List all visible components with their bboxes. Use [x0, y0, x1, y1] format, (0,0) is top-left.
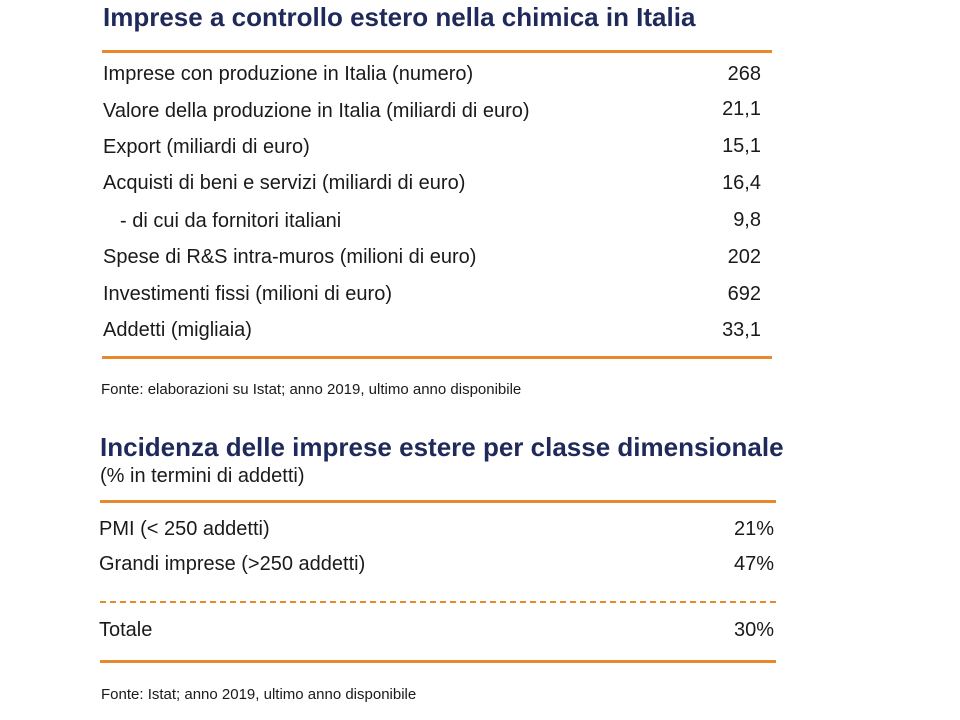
table1-row-label: Valore della produzione in Italia (milia… [103, 100, 530, 122]
table2-source: Fonte: Istat; anno 2019, ultimo anno dis… [101, 686, 417, 703]
table1-row-value: 692 [727, 283, 761, 305]
table1-row-value: 202 [727, 246, 761, 268]
table2-row-value: 47% [733, 553, 774, 575]
table2-subtitle: (% in termini di addetti) [100, 465, 305, 487]
table2-top-rule [100, 500, 776, 503]
table2-row-value: 21% [733, 518, 774, 540]
table2-row-label: Grandi imprese (>250 addetti) [99, 553, 366, 575]
table1-title: Imprese a controllo estero nella chimica… [103, 2, 696, 32]
table1-row-value: 268 [727, 63, 761, 85]
table1-row-label: Addetti (migliaia) [103, 319, 252, 341]
table1-row-value: 9,8 [733, 209, 761, 231]
table1-row-label: Investimenti fissi (milioni di euro) [103, 283, 392, 305]
table1-row-value: 21,1 [722, 98, 761, 120]
table1-source: Fonte: elaborazioni su Istat; anno 2019,… [101, 381, 522, 398]
table2-total-value: 30% [733, 619, 774, 641]
table2-row-label: PMI (< 250 addetti) [99, 518, 270, 540]
table1-row-label: - di cui da fornitori italiani [120, 210, 342, 232]
table1-row-label: Acquisti di beni e servizi (miliardi di … [103, 172, 466, 194]
table1-row-label: Export (miliardi di euro) [103, 136, 310, 158]
table1-row-value: 16,4 [722, 172, 761, 194]
table2-dashed-rule [100, 601, 776, 603]
table2-title: Incidenza delle imprese estere per class… [100, 432, 784, 462]
table1-row-value: 15,1 [722, 135, 761, 157]
table2-total-label: Totale [99, 619, 153, 641]
table1-row-label: Imprese con produzione in Italia (numero… [103, 63, 474, 85]
table2-bottom-rule [100, 660, 776, 663]
table1-row-value: 33,1 [722, 319, 761, 341]
table1-top-rule [102, 50, 772, 53]
table1-row-label: Spese di R&S intra-muros (milioni di eur… [103, 246, 477, 268]
table1-bottom-rule [102, 356, 772, 359]
